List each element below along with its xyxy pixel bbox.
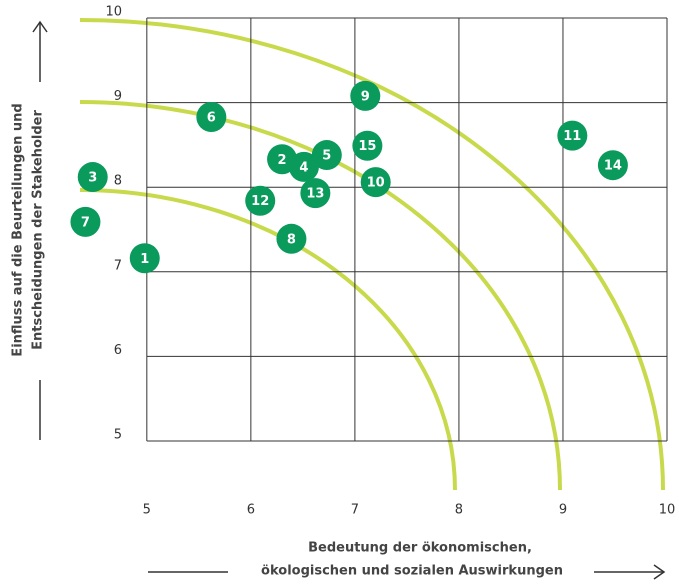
point-label: 3 xyxy=(88,171,97,186)
y-label: Einfluss auf die Beurteilungen und xyxy=(11,103,26,356)
arc xyxy=(79,100,562,491)
point xyxy=(300,178,331,209)
point xyxy=(276,223,307,254)
y-label: Entscheidungen der Stakeholder xyxy=(31,110,46,350)
x-arrow xyxy=(148,564,666,580)
y-tick-label: 9 xyxy=(114,89,122,104)
x-tick-label: 10 xyxy=(659,503,676,518)
point xyxy=(129,243,160,274)
x-label: ökologischen und sozialen Auswirkungen xyxy=(261,564,563,579)
y-tick-label: 6 xyxy=(114,343,122,358)
point xyxy=(350,80,381,111)
point-label: 7 xyxy=(81,215,90,230)
point xyxy=(245,185,276,216)
point-label: 14 xyxy=(604,159,622,174)
x-tick-label: 9 xyxy=(559,503,567,518)
point-label: 10 xyxy=(367,176,385,191)
point xyxy=(196,101,227,132)
point xyxy=(77,162,108,193)
y-tick-label: 10 xyxy=(105,5,122,20)
point-label: 15 xyxy=(358,139,376,154)
grid xyxy=(146,17,668,442)
y-tick-label: 8 xyxy=(114,174,122,189)
arc xyxy=(79,18,665,491)
point xyxy=(597,150,628,181)
arc xyxy=(79,188,457,491)
point-label: 12 xyxy=(251,194,269,209)
x-tick-label: 7 xyxy=(351,503,359,518)
point xyxy=(288,151,319,182)
y-tick-label: 7 xyxy=(114,258,122,273)
point-label: 2 xyxy=(278,153,287,168)
point-label: 11 xyxy=(563,129,581,144)
point-label: 4 xyxy=(299,160,308,175)
point xyxy=(311,140,342,171)
x-tick-label: 8 xyxy=(455,503,463,518)
point xyxy=(360,167,391,198)
y-arrow xyxy=(32,20,48,440)
point-label: 5 xyxy=(322,149,331,164)
x-tick-label: 5 xyxy=(143,503,151,518)
point xyxy=(70,206,101,237)
x-tick-label: 6 xyxy=(247,503,255,518)
point-label: 8 xyxy=(287,232,296,247)
point-label: 6 xyxy=(207,110,216,125)
point-label: 1 xyxy=(140,252,149,267)
x-label: Bedeutung der ökonomischen, xyxy=(308,541,532,556)
point xyxy=(557,120,588,151)
y-tick-label: 5 xyxy=(114,428,122,443)
point-label: 13 xyxy=(306,187,324,202)
point-label: 9 xyxy=(361,89,370,104)
arcs xyxy=(79,18,665,491)
point xyxy=(352,130,383,161)
